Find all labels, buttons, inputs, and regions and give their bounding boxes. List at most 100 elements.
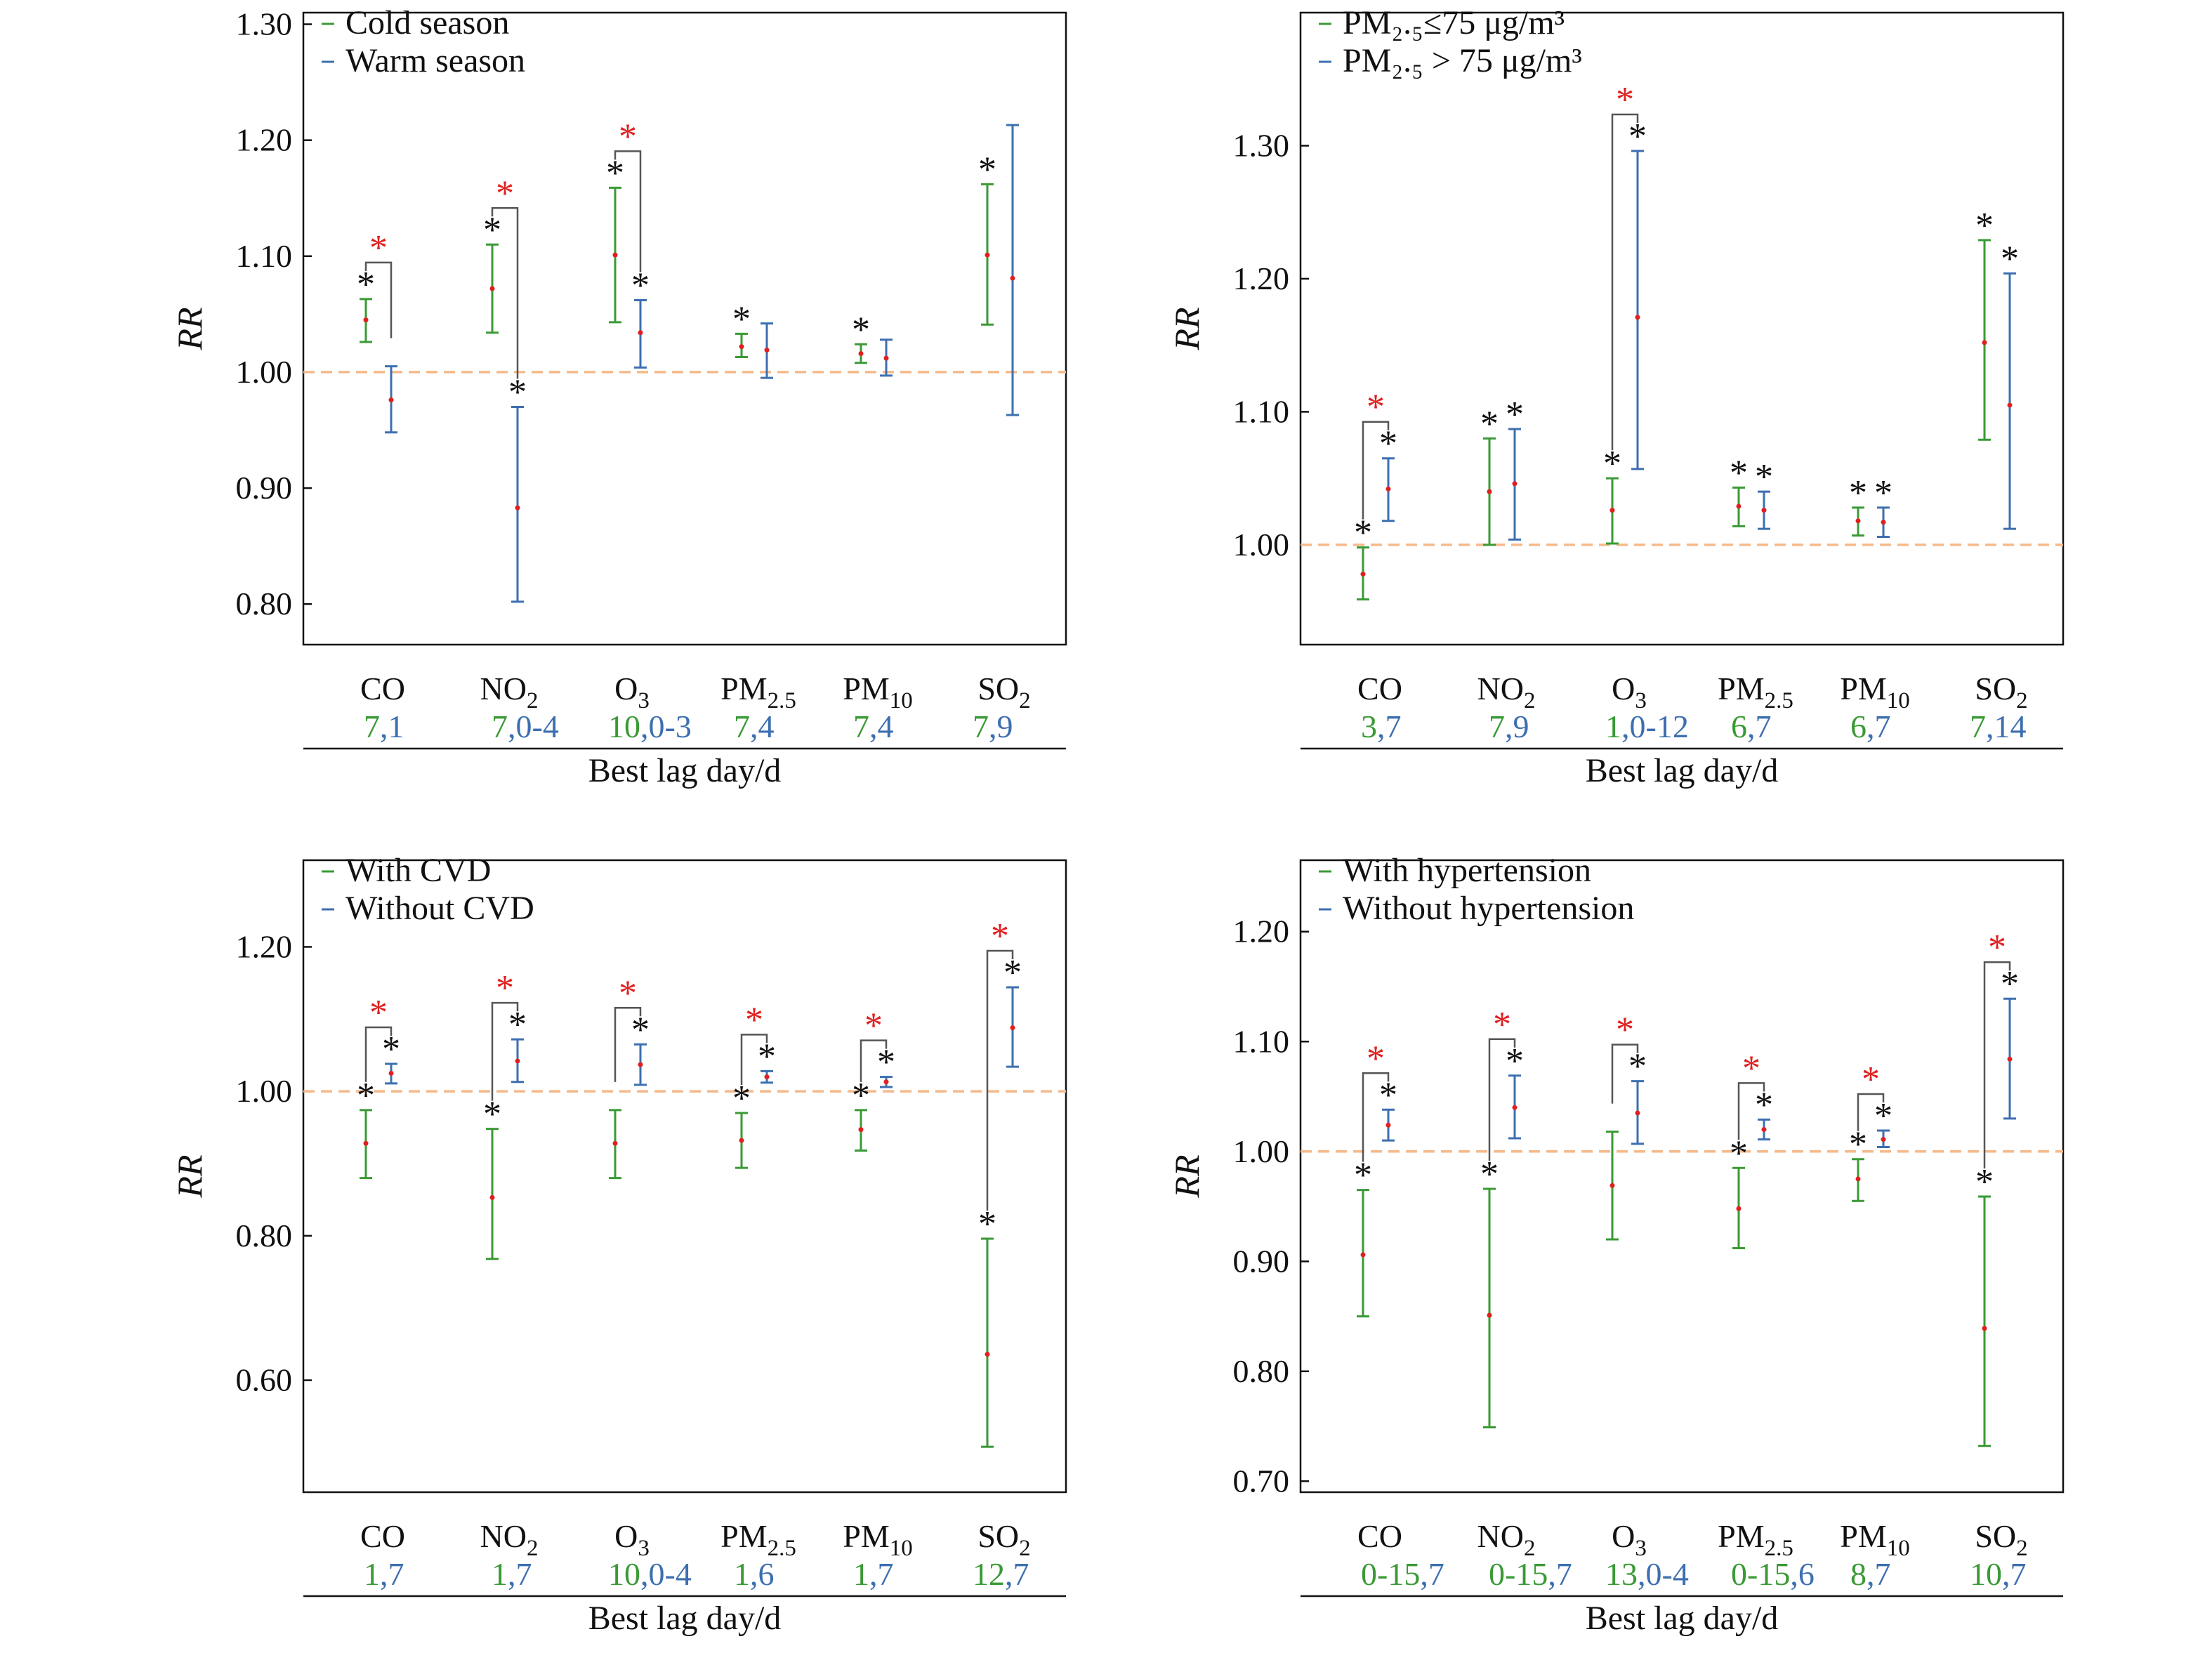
x-tick-label: O3 [1612,1518,1647,1561]
point-estimate [638,1062,643,1067]
chart-panel-1: 0.80 0.90 1.00 1.10 1.20 1.30 RR Cold seasonWar… [170,4,1067,789]
difference-bracket [986,949,1014,1211]
x-tick-subscript: 2 [527,1536,539,1561]
difference-bracket [614,150,642,272]
lag-label-group1: 6 [1731,709,1747,744]
significance-star: * [631,266,650,306]
significance-star: * [508,1005,527,1045]
lag-label-group2: ,4 [869,709,894,744]
x-tick-subscript: 2 [2016,688,2028,713]
x-tick-base: CO [1357,1518,1402,1554]
point-estimate [764,348,770,353]
y-tick-label: 1.00 [1233,527,1290,562]
point-estimate [1635,315,1640,320]
x-tick-subscript: 2.5 [1765,688,1793,713]
difference-bracket [860,1039,888,1082]
difference-star: * [369,228,388,268]
lag-label-group2: ,9 [989,709,1013,744]
point-estimate [1385,1122,1391,1128]
lag-label-group1: 0-15 [1489,1556,1548,1592]
x-tick-subscript: 10 [1887,688,1910,713]
lag-label-group1: 8 [1850,1556,1867,1592]
significance-star: * [1603,444,1621,484]
point-estimate [1736,503,1742,509]
x-tick-subscript: 2 [1524,1536,1536,1561]
significance-star: * [1379,424,1397,464]
point-estimate [1360,1252,1366,1258]
point-estimate [2007,402,2013,408]
difference-star: * [745,1000,763,1040]
point-estimate [858,1127,864,1133]
x-axis-label: Best lag day/d [1586,1600,1779,1637]
x-tick-subscript: 3 [638,688,650,713]
lag-label-group2: ,4 [750,709,775,744]
significance-star: * [1730,453,1748,493]
lag-label-group2: ,7 [2002,1556,2027,1592]
lag-label: 1,6 [734,1556,775,1592]
y-axis-label: RR [170,1154,209,1198]
x-tick-base: NO [480,671,527,706]
lag-label: 12,7 [973,1556,1029,1592]
point-estimate [1736,1206,1742,1211]
lag-label: 7,1 [364,709,404,744]
lag-label: 0-15,7 [1361,1556,1444,1592]
lag-label-group1: 0-15 [1361,1556,1420,1592]
significance-star: * [877,1043,895,1083]
x-tick-label: PM10 [1840,1518,1909,1561]
lag-label-group2: ,7 [1747,709,1772,744]
significance-star: * [732,299,751,339]
lag-label-group1: 0-15 [1731,1556,1790,1592]
x-tick-subscript: 2.5 [768,1536,796,1561]
lag-label-group1: 7 [492,709,508,744]
significance-star: * [1480,404,1499,444]
x-tick-label: NO2 [1477,671,1536,713]
difference-bracket [1488,1038,1516,1161]
x-tick-label: CO [360,671,405,706]
significance-star: * [357,265,375,305]
lag-label: 1,0-12 [1605,709,1689,744]
x-tick-subscript: 10 [1887,1536,1910,1561]
lag-label-group2: ,0-12 [1621,709,1689,744]
x-axis-label: Best lag day/d [588,752,782,789]
significance-star: * [2001,964,2019,1004]
x-tick-label: O3 [614,1518,650,1561]
x-tick-base: O [1612,671,1635,706]
significance-star: * [758,1036,776,1076]
lag-label-group1: 3 [1361,709,1377,744]
x-tick-label: CO [360,1518,405,1554]
y-tick-label: 0.70 [1233,1463,1290,1499]
x-tick-label: SO2 [1975,671,2027,713]
x-tick-base: SO [977,671,1019,706]
point-estimate [388,1070,394,1076]
lag-label-group2: ,7 [869,1556,894,1592]
point-estimate [612,252,618,258]
significance-star: * [1730,1133,1748,1173]
difference-bracket [1737,1082,1765,1140]
lag-label-group1: 7 [1970,709,1986,744]
legend-label-1: With hypertension [1343,852,1591,889]
x-tick-base: O [1612,1518,1635,1554]
significance-star: * [1874,1096,1892,1136]
x-tick-base: PM [1718,671,1764,706]
lag-label-group2: ,7 [1867,1556,1891,1592]
legend-label-1: PM₂.₅≤75 μg/m³ [1343,4,1565,41]
difference-bracket [1362,1072,1390,1162]
significance-star: * [852,1076,870,1116]
lag-label-group1: 7 [853,709,869,744]
significance-star: * [631,1010,650,1050]
point-estimate [1881,1137,1886,1142]
point-estimate [1487,1312,1492,1318]
y-tick-label: 0.80 [236,586,293,621]
lag-label-group2: ,0-4 [1638,1556,1689,1592]
x-tick-label: O3 [614,671,650,713]
point-estimate [489,1194,495,1200]
lag-label-group1: 12 [973,1556,1005,1592]
x-axis-label: Best lag day/d [588,1600,782,1637]
x-tick-base: PM [1840,671,1886,706]
difference-star: * [991,916,1009,956]
significance-star: * [978,1204,996,1244]
x-tick-label: O3 [1612,671,1647,713]
y-tick-label: 0.80 [1233,1353,1290,1389]
x-tick-subscript: 2 [1019,1536,1031,1561]
